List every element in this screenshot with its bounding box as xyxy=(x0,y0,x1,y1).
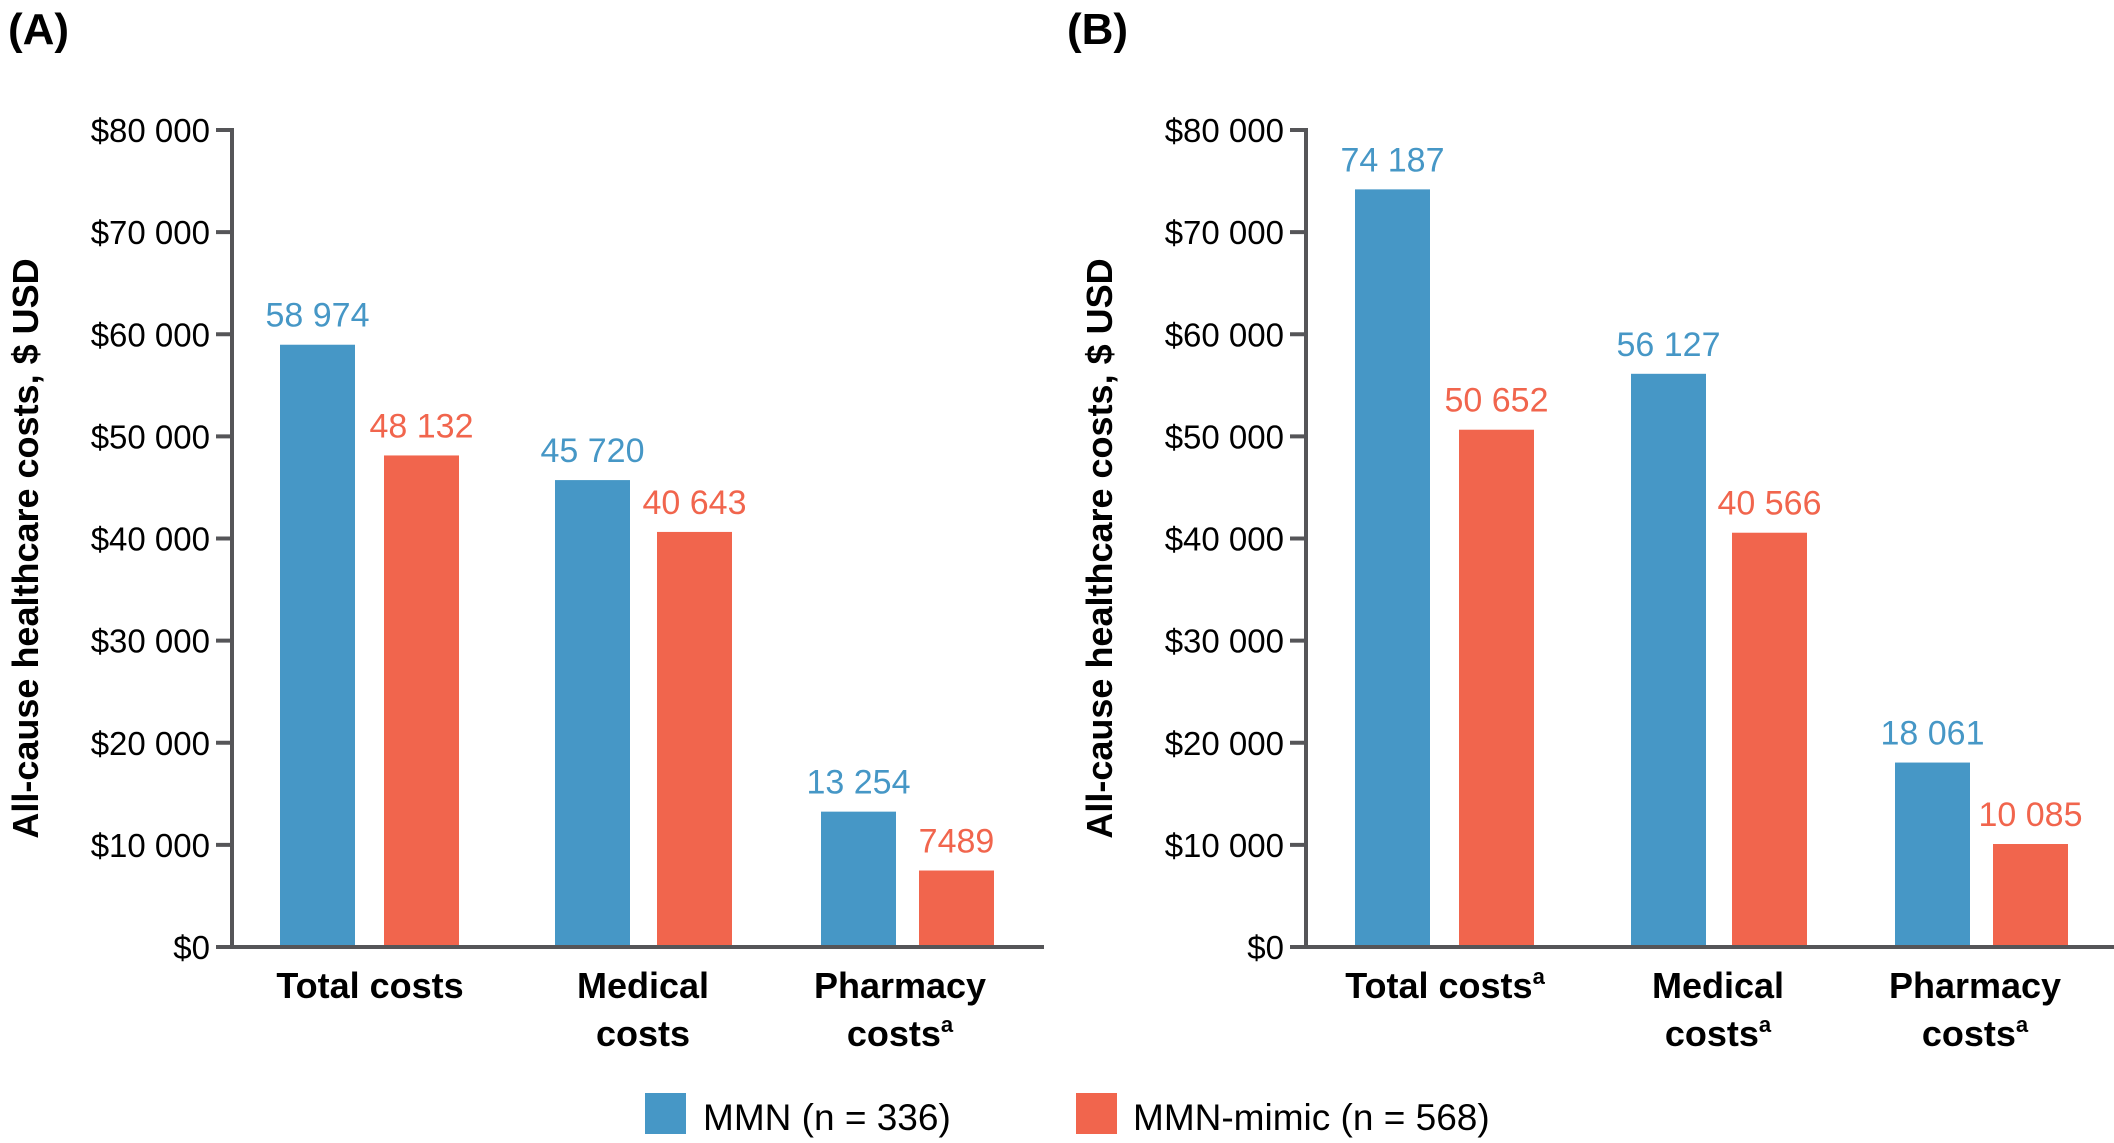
value-label: 13 254 xyxy=(807,764,911,802)
bar-mmn-mimic xyxy=(1732,532,1807,947)
category-label-text: costs xyxy=(1922,1013,2016,1054)
category-label-text: costs xyxy=(596,1013,690,1054)
category-label-text: Medical xyxy=(1652,965,1784,1006)
value-label: 18 061 xyxy=(1881,715,1985,753)
bar-mmn xyxy=(1355,189,1430,948)
y-tick-label: $30 000 xyxy=(91,623,210,660)
category-label: costsa xyxy=(847,1012,954,1054)
y-tick-label: $70 000 xyxy=(1165,214,1284,251)
bar-mmn xyxy=(1895,762,1970,947)
y-tick-label: $60 000 xyxy=(1165,316,1284,353)
footnote-superscript: a xyxy=(941,1012,954,1037)
category-label-text: Pharmacy xyxy=(1889,965,2061,1006)
legend-label-mmn-mimic: MMN-mimic (n = 568) xyxy=(1133,1097,1490,1138)
y-tick-label: $0 xyxy=(173,929,210,966)
category-label-text: Total costs xyxy=(276,965,463,1006)
y-axis-title: All-cause healthcare costs, $ USD xyxy=(5,258,46,838)
legend: MMN (n = 336) MMN-mimic (n = 568) xyxy=(645,1093,1490,1138)
bar-mmn xyxy=(555,480,630,947)
y-tick-label: $80 000 xyxy=(91,112,210,149)
panel-b: (B) All-cause healthcare costs, $ USD $0 $1… xyxy=(1067,5,2114,1054)
footnote-superscript: a xyxy=(1533,964,1546,989)
footnote-superscript: a xyxy=(1759,1012,1772,1037)
y-tick-label: $50 000 xyxy=(1165,418,1284,455)
bar-mmn-mimic xyxy=(384,455,459,947)
value-label: 7489 xyxy=(919,823,995,861)
bar-mmn xyxy=(821,811,896,947)
value-label: 40 643 xyxy=(643,484,747,522)
bar-mmn xyxy=(1631,373,1706,948)
category-label: costsa xyxy=(1922,1012,2029,1054)
value-label: 50 652 xyxy=(1445,382,1549,420)
value-label: 48 132 xyxy=(370,407,474,445)
y-tick-label: $40 000 xyxy=(91,521,210,558)
value-label: 74 187 xyxy=(1341,141,1445,179)
y-tick-label: $60 000 xyxy=(91,316,210,353)
footnote-superscript: a xyxy=(2016,1012,2029,1037)
category-label: Medical xyxy=(577,965,709,1006)
value-label: 58 974 xyxy=(266,297,370,335)
category-label: costsa xyxy=(1665,1012,1772,1054)
bar-mmn-mimic xyxy=(919,870,994,947)
panel-label: (A) xyxy=(8,5,69,54)
y-tick-label: $10 000 xyxy=(1165,827,1284,864)
value-label: 56 127 xyxy=(1617,326,1721,364)
category-label: Pharmacy xyxy=(1889,965,2061,1006)
category-label-text: costs xyxy=(1665,1013,1759,1054)
category-label-text: Pharmacy xyxy=(814,965,986,1006)
y-tick-label: $70 000 xyxy=(91,214,210,251)
panel-label: (B) xyxy=(1067,5,1128,54)
category-label-text: Medical xyxy=(577,965,709,1006)
y-tick-label: $50 000 xyxy=(91,418,210,455)
y-tick-label: $20 000 xyxy=(1165,725,1284,762)
category-label-text: costs xyxy=(847,1013,941,1054)
value-label: 45 720 xyxy=(541,432,645,470)
y-tick-label: $10 000 xyxy=(91,827,210,864)
category-label: Total costsa xyxy=(1345,964,1545,1006)
panel-a: (A) All-cause healthcare costs, $ USD $0 $1… xyxy=(5,5,1044,1054)
legend-swatch-mmn xyxy=(645,1093,686,1134)
legend-label-mmn: MMN (n = 336) xyxy=(703,1097,951,1138)
value-label: 40 566 xyxy=(1718,485,1822,523)
y-tick-label: $0 xyxy=(1247,929,1284,966)
y-tick-label: $80 000 xyxy=(1165,112,1284,149)
bar-mmn xyxy=(280,344,355,947)
y-tick-label: $30 000 xyxy=(1165,623,1284,660)
bar-mmn-mimic xyxy=(657,531,732,947)
y-tick-label: $20 000 xyxy=(91,725,210,762)
category-label-text: Total costs xyxy=(1345,965,1532,1006)
category-label: Pharmacy xyxy=(814,965,986,1006)
legend-swatch-mmn-mimic xyxy=(1076,1093,1117,1134)
category-label: Total costs xyxy=(276,965,463,1006)
y-tick-label: $40 000 xyxy=(1165,521,1284,558)
bar-mmn-mimic xyxy=(1459,429,1534,948)
category-label: costs xyxy=(596,1013,690,1054)
bar-mmn-mimic xyxy=(1993,844,2068,947)
y-axis-title: All-cause healthcare costs, $ USD xyxy=(1079,258,1120,838)
value-label: 10 085 xyxy=(1979,796,2083,834)
category-label: Medical xyxy=(1652,965,1784,1006)
